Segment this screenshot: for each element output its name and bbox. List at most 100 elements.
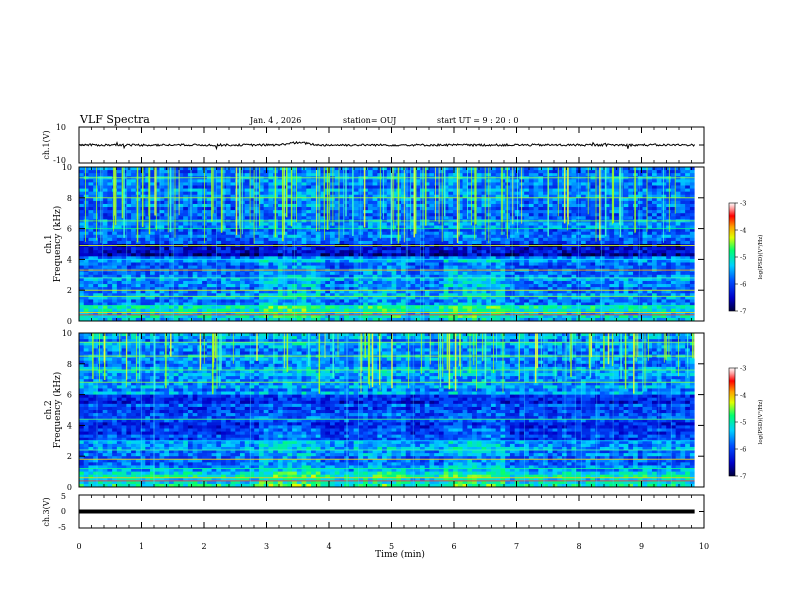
spectrogram-cell [467,287,473,291]
spectrogram-cell [329,317,336,322]
spectrogram-cell [453,213,459,217]
spectrogram-cell [410,216,416,220]
spectrogram-cell [254,280,260,285]
spectrogram-cell [277,225,284,229]
spectrogram-cell [277,207,284,211]
spectrogram-cell [438,274,445,279]
spectrogram-cell [230,311,236,316]
spectrogram-cell [240,271,246,276]
spectrogram-cell [491,200,497,205]
spectrogram-cell [453,317,459,322]
spectrogram-cell [472,274,478,279]
spectrogram-cell [320,311,326,316]
spectrogram-cell [135,182,141,186]
spectrogram-cell [145,185,151,189]
spectrogram-cell [131,280,137,285]
spectrogram-cell [334,203,340,208]
spectrogram-cell [121,293,127,297]
spectrogram-cell [102,240,108,245]
spectrogram-cell [121,284,127,288]
spectrogram-cell [83,253,89,257]
spectrogram-cell [126,170,132,174]
spectrogram-cell [216,296,222,300]
spectrogram-cell [457,197,463,202]
spectrogram-cell [476,314,482,319]
spectrogram-cell [491,277,497,282]
spectrogram-cell [367,308,374,313]
spectrogram-cell [429,311,435,316]
spectrogram-cell [367,213,374,217]
spectrogram-cell [263,188,269,193]
spectrogram-cell [282,188,288,193]
spectrogram-cell [495,308,501,313]
spectrogram-cell [102,274,108,279]
spectrogram-cell [429,228,435,233]
spectrogram-cell [391,277,397,282]
spectrogram-cell [79,256,85,260]
spectrogram-cell [410,234,416,239]
spectrogram-cell [206,305,212,310]
spectrogram-cell [372,194,378,199]
spectrogram-cell [145,173,151,177]
spectrogram-cell [410,167,416,171]
spectrogram-cell [538,287,544,291]
spectrogram-cell [173,228,179,233]
spectrogram-cell [178,234,184,239]
spectrogram-cell [405,296,411,300]
spectrogram-cell [211,290,217,294]
spectrogram-cell [481,280,487,285]
spectrogram-cell [206,293,212,297]
spectrogram-cell [533,265,539,270]
spectrogram-cell [344,173,350,177]
spectrogram-cell [225,274,231,279]
spectrogram-cell [348,290,355,294]
spectrogram-cell [491,284,497,288]
spectrogram-cell [88,274,94,279]
spectrogram-cell [140,299,146,303]
spectrogram-cell [481,296,487,300]
spectrogram-cell [154,250,160,254]
spectrogram-cell [173,314,179,319]
spectrogram-cell [164,277,170,282]
spectrogram-cell [306,225,312,229]
spectrogram-cell [173,299,179,303]
spectrogram-cell [154,247,160,251]
spectrogram-cell [173,167,179,171]
spectrogram-cell [83,305,89,310]
spectrogram-cell [93,317,99,322]
spectrogram-cell [79,265,85,270]
spectrogram-cell [429,170,435,174]
spectrogram-cell [367,262,374,266]
spectrogram-cell [112,225,118,229]
spectrogram-cell [159,259,165,263]
spectrogram-cell [538,216,544,220]
spectrogram-cell [249,231,255,236]
spectrogram-cell [533,216,539,220]
spectrogram-cell [419,188,426,193]
spectrogram-cell [296,173,302,177]
spectrogram-cell [206,231,212,236]
spectrogram-cell [135,234,141,239]
spectrogram-cell [363,222,369,226]
spectrogram-cell [486,271,492,276]
spectrogram-cell [524,250,530,254]
spectrogram-cell [325,256,331,260]
spectrogram-cell [419,299,426,303]
spectrogram-cell [467,216,473,220]
spectrogram-cell [396,311,402,316]
spectrogram-cell [88,265,94,270]
spectrogram-cell [453,299,459,303]
spectrogram-cell [476,277,482,282]
spectrogram-cell [543,228,549,233]
spectrogram-cell [372,262,378,266]
spectrogram-cell [453,203,459,208]
spectrogram-cell [168,317,175,322]
spectrogram-cell [457,274,463,279]
spectrogram-cell [543,299,549,303]
spectrogram-cell [131,293,137,297]
spectrogram-cell [462,287,468,291]
spectrogram-cell [509,308,516,313]
spectrogram-cell [235,259,241,263]
spectrogram-cell [150,231,156,236]
spectrogram-cell [405,191,411,196]
